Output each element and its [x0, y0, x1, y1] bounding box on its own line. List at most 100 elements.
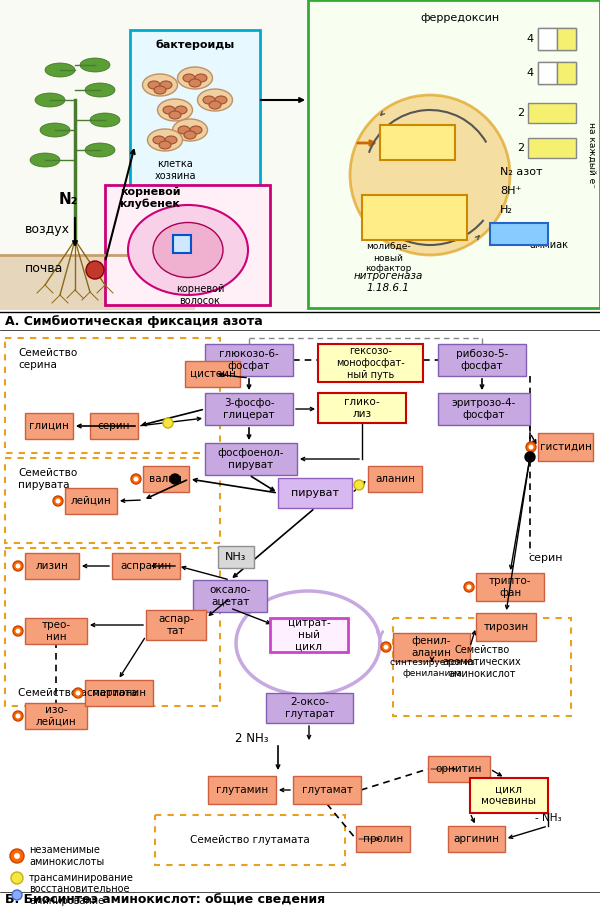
Circle shape [131, 474, 141, 484]
Bar [25, 618, 87, 644]
Ellipse shape [197, 89, 233, 111]
Text: аммиак: аммиак [530, 240, 569, 250]
Text: глутамат: глутамат [302, 785, 352, 795]
Text: клетка
хозяина: клетка хозяина [154, 160, 196, 180]
Ellipse shape [160, 81, 172, 89]
Bar [448, 826, 505, 852]
Text: [Fe₄S₄], [FeMoCo]: [Fe₄S₄], [FeMoCo] [375, 213, 453, 222]
Circle shape [525, 452, 535, 462]
Ellipse shape [163, 106, 175, 114]
Bar [193, 580, 267, 612]
Ellipse shape [159, 141, 171, 149]
Bar [25, 553, 79, 579]
Text: тирозин: тирозин [484, 622, 529, 632]
Circle shape [16, 563, 20, 569]
Circle shape [383, 645, 389, 649]
Text: N₂: N₂ [58, 192, 77, 208]
Ellipse shape [183, 74, 195, 82]
Bar [0, 0, 310, 310]
Text: N₂ азот: N₂ азот [500, 167, 542, 177]
Bar [557, 62, 576, 84]
Bar [173, 235, 191, 253]
Bar [143, 466, 189, 492]
Text: N: N [544, 34, 551, 44]
Ellipse shape [128, 205, 248, 295]
Bar [105, 185, 270, 305]
Text: A: A [535, 108, 542, 118]
Ellipse shape [169, 111, 181, 119]
Text: серин: серин [528, 553, 563, 563]
Text: бактероиды: бактероиды [155, 40, 235, 50]
Ellipse shape [184, 131, 196, 139]
Text: трео-
нин: трео- нин [41, 620, 71, 642]
Circle shape [170, 474, 180, 484]
Text: A: A [535, 143, 542, 153]
Text: лизин: лизин [35, 561, 68, 571]
Ellipse shape [157, 99, 193, 121]
Circle shape [529, 444, 533, 450]
Text: N: N [544, 68, 551, 78]
Bar [266, 693, 353, 723]
Bar [470, 778, 548, 813]
Ellipse shape [80, 58, 110, 72]
Ellipse shape [209, 101, 221, 109]
Text: Семейство
пирувата: Семейство пирувата [18, 468, 77, 490]
Circle shape [13, 561, 23, 571]
Ellipse shape [165, 136, 177, 144]
Text: глюкозо-6-
фосфат: глюкозо-6- фосфат [219, 349, 279, 371]
Circle shape [14, 853, 20, 859]
Bar [528, 138, 576, 158]
Ellipse shape [153, 136, 165, 144]
Bar [557, 28, 576, 50]
Text: PPP: PPP [544, 109, 560, 118]
Text: Семейство аспартата: Семейство аспартата [18, 688, 137, 698]
Bar [538, 28, 576, 50]
Circle shape [13, 711, 23, 721]
Ellipse shape [30, 153, 60, 167]
Text: изо-
лейцин: изо- лейцин [35, 706, 76, 727]
Bar [528, 103, 576, 123]
Bar [25, 703, 87, 729]
Text: рибозо-5-
фосфат: рибозо-5- фосфат [456, 349, 508, 371]
Text: 2 NH₃: 2 NH₃ [503, 229, 535, 239]
Text: глутамин: глутамин [216, 785, 268, 795]
Circle shape [12, 890, 22, 900]
Bar [218, 546, 254, 568]
Circle shape [133, 476, 139, 482]
Text: нитрогеназа
1.18.6.1: нитрогеназа 1.18.6.1 [353, 271, 422, 293]
Circle shape [13, 626, 23, 636]
Ellipse shape [190, 126, 202, 134]
Circle shape [16, 629, 20, 633]
Text: аргинин: аргинин [454, 834, 499, 844]
Bar [538, 62, 576, 84]
Ellipse shape [203, 96, 215, 104]
Ellipse shape [175, 106, 187, 114]
Bar [155, 815, 345, 865]
Text: орнитин: орнитин [436, 764, 482, 774]
Circle shape [16, 714, 20, 718]
Text: аспрагин: аспрагин [121, 561, 172, 571]
Text: синтезируется из
фениланина: синтезируется из фениланина [389, 658, 475, 678]
Bar [205, 443, 297, 475]
Ellipse shape [178, 126, 190, 134]
Text: H₂: H₂ [500, 205, 513, 215]
Ellipse shape [153, 222, 223, 278]
Text: - NH₃: - NH₃ [535, 813, 562, 823]
Bar [5, 548, 220, 706]
Text: железо-
молибде-
новый
кофактор: железо- молибде- новый кофактор [365, 233, 411, 273]
Circle shape [73, 688, 83, 698]
Text: Fe-белок: Fe-белок [395, 130, 440, 140]
Circle shape [526, 442, 536, 452]
Bar [65, 488, 117, 514]
Ellipse shape [148, 129, 182, 151]
Bar [318, 344, 423, 382]
Text: фенил-
аланин: фенил- аланин [412, 636, 452, 658]
Text: 2-оксо-
глутарат: 2-оксо- глутарат [284, 697, 334, 719]
Bar [208, 776, 276, 804]
Text: гликo-
лиз: гликo- лиз [344, 397, 380, 419]
Bar [5, 458, 220, 543]
Text: 3-фосфо-
глицерат: 3-фосфо- глицерат [223, 398, 275, 420]
Bar [318, 393, 406, 423]
Bar [85, 680, 153, 706]
Bar [0, 333, 600, 907]
